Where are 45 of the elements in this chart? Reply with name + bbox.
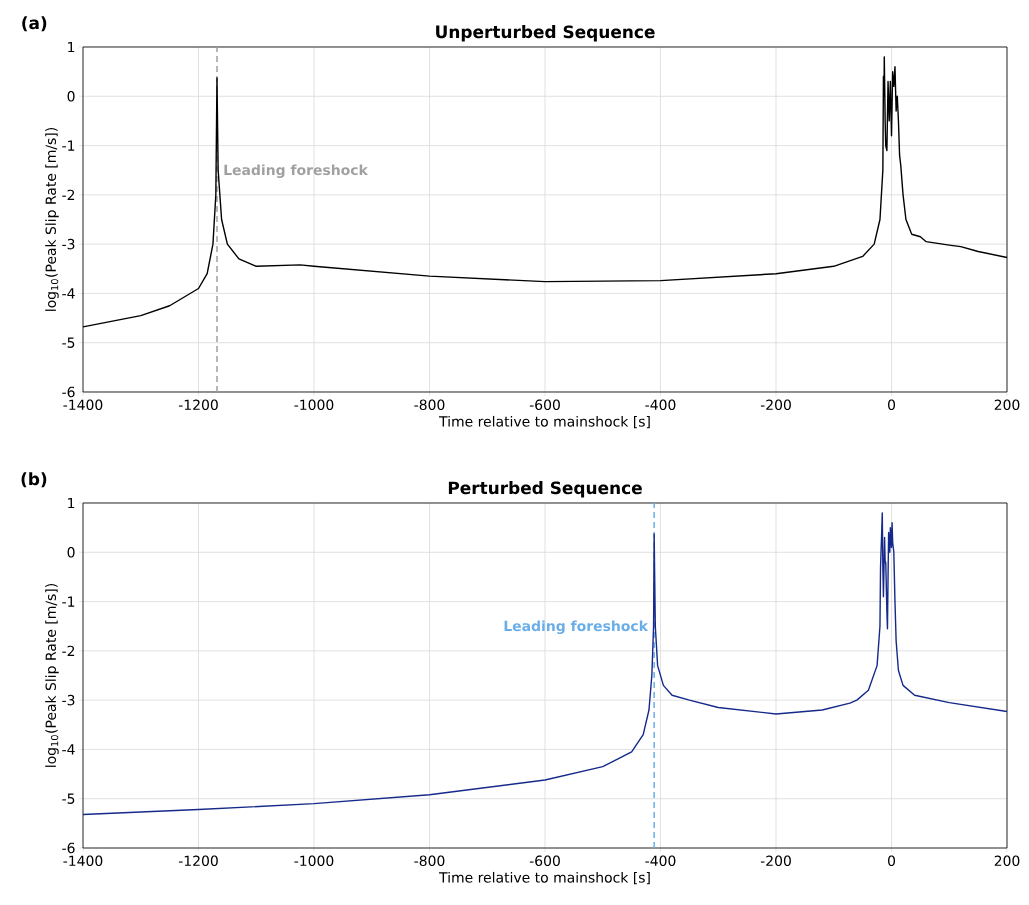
y-tick-label: -2 [62,189,75,201]
x-tick-label: -600 [529,399,560,411]
chart-title: Unperturbed Sequence [436,25,655,42]
x-tick-label: -800 [414,855,445,867]
y-tick-label: -3 [62,238,75,250]
y-tick-label: -5 [62,337,75,348]
x-axis-title: Time relative to mainshock [s] [439,415,650,429]
y-tick-label: -4 [62,744,75,755]
x-tick-label: 0 [887,855,896,867]
x-tick-label: -1000 [294,855,334,867]
y-axis-title: log$_{10}$(Peak Slip Rate [m/s]) [45,584,59,767]
x-tick-label: 200 [994,855,1020,867]
y-tick-label: -2 [62,645,75,657]
y-axis-title: log$_{10}$(Peak Slip Rate [m/s]) [45,128,59,311]
y-tick-label: -1 [62,596,75,607]
x-tick-label: -1200 [178,855,218,867]
x-tick-label: -200 [760,855,791,867]
y-tick-label: -3 [62,694,75,706]
x-tick-label: 200 [994,399,1020,411]
line-series [82,512,1008,816]
x-tick-label: -1000 [294,399,334,411]
y-tick-label: -4 [62,288,75,299]
x-tick-label: -400 [645,855,676,867]
x-tick-label: -800 [414,399,445,411]
x-tick-label: -1400 [63,399,103,411]
text: (a) [22,16,47,32]
text: (b) [21,472,47,488]
x-tick-label: -1200 [178,399,218,411]
y-tick-label: 0 [67,547,75,558]
x-tick-label: -200 [760,399,791,411]
ref-line-label: Leading foreshock [504,620,649,635]
x-axis-title: Time relative to mainshock [s] [439,871,650,885]
x-tick-label: -1400 [63,855,103,867]
ref-line-label: Leading foreshock [224,164,369,178]
y-tick-label: -5 [62,793,75,804]
chart-title: Perturbed Sequence [448,481,642,498]
y-tick-label: 1 [68,41,75,53]
x-tick-label: -400 [645,399,676,411]
y-tick-label: 1 [68,497,75,509]
x-tick-label: 0 [887,399,896,411]
y-tick-label: -6 [62,842,75,854]
y-tick-label: -1 [62,140,75,151]
x-tick-label: -600 [529,855,560,867]
y-tick-label: 0 [67,90,75,102]
y-tick-label: -6 [62,386,75,398]
